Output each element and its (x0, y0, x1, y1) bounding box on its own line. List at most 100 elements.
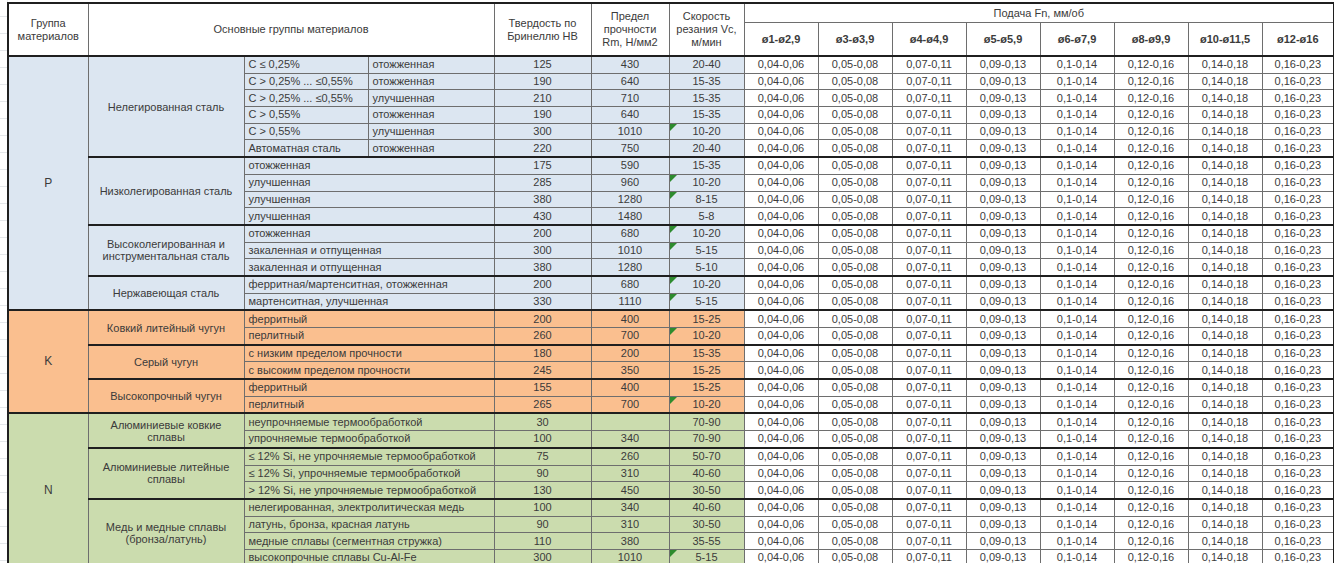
feed-value-cell: 0,1-0,14 (1040, 345, 1114, 362)
feed-value-cell: 0,04-0,06 (744, 174, 818, 191)
feed-value-cell: 0,14-0,18 (1188, 362, 1262, 379)
feed-value-cell: 0,16-0,23 (1262, 191, 1334, 208)
feed-value-cell: 0,14-0,18 (1188, 157, 1262, 174)
tensile-strength-cell: 1010 (591, 549, 669, 563)
tensile-strength-cell: 590 (591, 157, 669, 174)
feed-value-cell: 0,16-0,23 (1262, 482, 1334, 499)
feed-value-cell: 0,05-0,08 (818, 448, 892, 465)
condition-cell: перлитный (244, 328, 494, 345)
feed-value-cell: 0,14-0,18 (1188, 90, 1262, 107)
feed-value-cell: 0,07-0,11 (892, 90, 966, 107)
comment-flag-icon (670, 192, 677, 199)
tensile-strength-cell: 380 (591, 533, 669, 550)
material-family-cell: Высокопрочный чугун (88, 379, 244, 413)
cutting-speed-cell: 10-20 (669, 225, 744, 242)
feed-value-cell: 0,14-0,18 (1188, 259, 1262, 276)
condition-cell: отожженная (244, 157, 494, 174)
feed-value-cell: 0,07-0,11 (892, 225, 966, 242)
feed-value-cell: 0,05-0,08 (818, 107, 892, 124)
feed-value-cell: 0,05-0,08 (818, 90, 892, 107)
feed-value-cell: 0,07-0,11 (892, 516, 966, 533)
material-family-cell: Высоколегированная и инструментальная ст… (88, 225, 244, 276)
feed-value-cell: 0,04-0,06 (744, 465, 818, 482)
feed-value-cell: 0,16-0,23 (1262, 276, 1334, 293)
tensile-strength-cell: 710 (591, 90, 669, 107)
feed-value-cell: 0,05-0,08 (818, 465, 892, 482)
feed-diameter-header: ø12-ø16 (1262, 23, 1334, 57)
header-feed: Подача Fn, мм/об (744, 3, 1334, 23)
feed-value-cell: 0,07-0,11 (892, 465, 966, 482)
tensile-strength-cell: 700 (591, 328, 669, 345)
feed-value-cell: 0,1-0,14 (1040, 174, 1114, 191)
table-row: KКовкий литейный чугунферритный20040015-… (8, 310, 1334, 327)
feed-value-cell: 0,1-0,14 (1040, 225, 1114, 242)
cutting-speed-cell: 15-35 (669, 73, 744, 90)
material-group-letter-cell: K (8, 310, 88, 413)
feed-value-cell: 0,04-0,06 (744, 516, 818, 533)
feed-value-cell: 0,04-0,06 (744, 73, 818, 90)
feed-value-cell: 0,05-0,08 (818, 191, 892, 208)
feed-value-cell: 0,09-0,13 (966, 174, 1040, 191)
treatment-state-cell: отожженная (368, 140, 494, 157)
tensile-strength-cell: 680 (591, 225, 669, 242)
tensile-strength-cell: 400 (591, 379, 669, 396)
feed-value-cell: 0,14-0,18 (1188, 123, 1262, 140)
feed-value-cell: 0,14-0,18 (1188, 448, 1262, 465)
feed-value-cell: 0,14-0,18 (1188, 345, 1262, 362)
feed-value-cell: 0,14-0,18 (1188, 276, 1262, 293)
treatment-state-cell: отожженная (368, 107, 494, 124)
feed-value-cell: 0,05-0,08 (818, 56, 892, 73)
feed-value-cell: 0,07-0,11 (892, 242, 966, 259)
feed-value-cell: 0,09-0,13 (966, 191, 1040, 208)
treatment-state-cell: улучшенная (368, 123, 494, 140)
cutting-speed-cell: 10-20 (669, 174, 744, 191)
feed-value-cell: 0,07-0,11 (892, 379, 966, 396)
feed-value-cell: 0,05-0,08 (818, 259, 892, 276)
table-row: NАлюминиевые ковкие сплавынеупрочняемые … (8, 413, 1334, 430)
feed-value-cell: 0,09-0,13 (966, 225, 1040, 242)
brinell-hardness-cell: 265 (494, 396, 591, 413)
brinell-hardness-cell: 285 (494, 174, 591, 191)
feed-value-cell: 0,14-0,18 (1188, 499, 1262, 516)
feed-value-cell: 0,12-0,16 (1114, 191, 1188, 208)
comment-flag-icon (670, 277, 677, 284)
cutting-speed-cell: 35-55 (669, 533, 744, 550)
feed-value-cell: 0,12-0,16 (1114, 276, 1188, 293)
feed-value-cell: 0,16-0,23 (1262, 56, 1334, 73)
feed-value-cell: 0,1-0,14 (1040, 140, 1114, 157)
feed-value-cell: 0,12-0,16 (1114, 259, 1188, 276)
material-family-cell: Серый чугун (88, 345, 244, 379)
condition-cell: закаленная и отпущенная (244, 259, 494, 276)
brinell-hardness-cell: 245 (494, 362, 591, 379)
feed-value-cell: 0,04-0,06 (744, 140, 818, 157)
tensile-strength-cell: 640 (591, 73, 669, 90)
feed-value-cell: 0,07-0,11 (892, 123, 966, 140)
cutting-speed-cell: 15-25 (669, 362, 744, 379)
material-family-cell: Низколегированная сталь (88, 157, 244, 225)
feed-value-cell: 0,09-0,13 (966, 107, 1040, 124)
feed-value-cell: 0,07-0,11 (892, 56, 966, 73)
brinell-hardness-cell: 175 (494, 157, 591, 174)
feed-value-cell: 0,09-0,13 (966, 73, 1040, 90)
feed-value-cell: 0,05-0,08 (818, 345, 892, 362)
feed-value-cell: 0,04-0,06 (744, 328, 818, 345)
cutting-speed-cell: 8-15 (669, 191, 744, 208)
tensile-strength-cell: 200 (591, 345, 669, 362)
cutting-speed-cell: 5-10 (669, 259, 744, 276)
feed-diameter-header: ø10-ø11,5 (1188, 23, 1262, 57)
condition-cell: улучшенная (244, 191, 494, 208)
feed-value-cell: 0,14-0,18 (1188, 56, 1262, 73)
feed-value-cell: 0,16-0,23 (1262, 533, 1334, 550)
brinell-hardness-cell: 75 (494, 448, 591, 465)
feed-value-cell: 0,09-0,13 (966, 396, 1040, 413)
feed-value-cell: 0,1-0,14 (1040, 413, 1114, 430)
cutting-speed-cell: 5-8 (669, 208, 744, 225)
feed-value-cell: 0,09-0,13 (966, 90, 1040, 107)
feed-diameter-header: ø8-ø9,9 (1114, 23, 1188, 57)
feed-value-cell: 0,14-0,18 (1188, 431, 1262, 448)
feed-value-cell: 0,1-0,14 (1040, 549, 1114, 563)
feed-value-cell: 0,07-0,11 (892, 413, 966, 430)
feed-value-cell: 0,04-0,06 (744, 396, 818, 413)
cutting-speed-cell: 30-50 (669, 516, 744, 533)
feed-value-cell: 0,07-0,11 (892, 208, 966, 225)
